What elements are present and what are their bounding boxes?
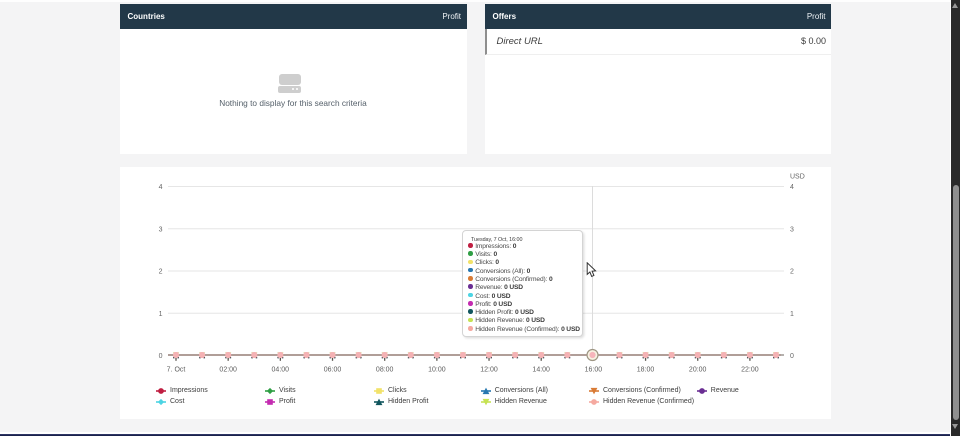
svg-text:08:00: 08:00 bbox=[376, 367, 394, 374]
svg-text:3: 3 bbox=[790, 226, 794, 233]
svg-text:16:00: 16:00 bbox=[585, 367, 603, 374]
svg-text:4: 4 bbox=[159, 184, 163, 191]
svg-text:4: 4 bbox=[790, 184, 794, 191]
svg-text:3: 3 bbox=[159, 226, 163, 233]
svg-text:10:00: 10:00 bbox=[428, 367, 446, 374]
svg-text:20:00: 20:00 bbox=[689, 367, 707, 374]
svg-text:22:00: 22:00 bbox=[741, 367, 759, 374]
svg-text:USD: USD bbox=[790, 174, 805, 181]
svg-text:02:00: 02:00 bbox=[219, 367, 237, 374]
svg-text:7. Oct: 7. Oct bbox=[167, 367, 186, 374]
svg-text:14:00: 14:00 bbox=[532, 367, 550, 374]
svg-text:0: 0 bbox=[790, 353, 794, 360]
svg-text:04:00: 04:00 bbox=[272, 367, 290, 374]
svg-text:1: 1 bbox=[790, 311, 794, 318]
svg-text:18:00: 18:00 bbox=[637, 367, 655, 374]
svg-text:2: 2 bbox=[159, 269, 163, 276]
svg-text:1: 1 bbox=[159, 311, 163, 318]
svg-text:12:00: 12:00 bbox=[480, 367, 498, 374]
svg-text:06:00: 06:00 bbox=[324, 367, 342, 374]
svg-text:0: 0 bbox=[159, 353, 163, 360]
svg-text:2: 2 bbox=[790, 269, 794, 276]
